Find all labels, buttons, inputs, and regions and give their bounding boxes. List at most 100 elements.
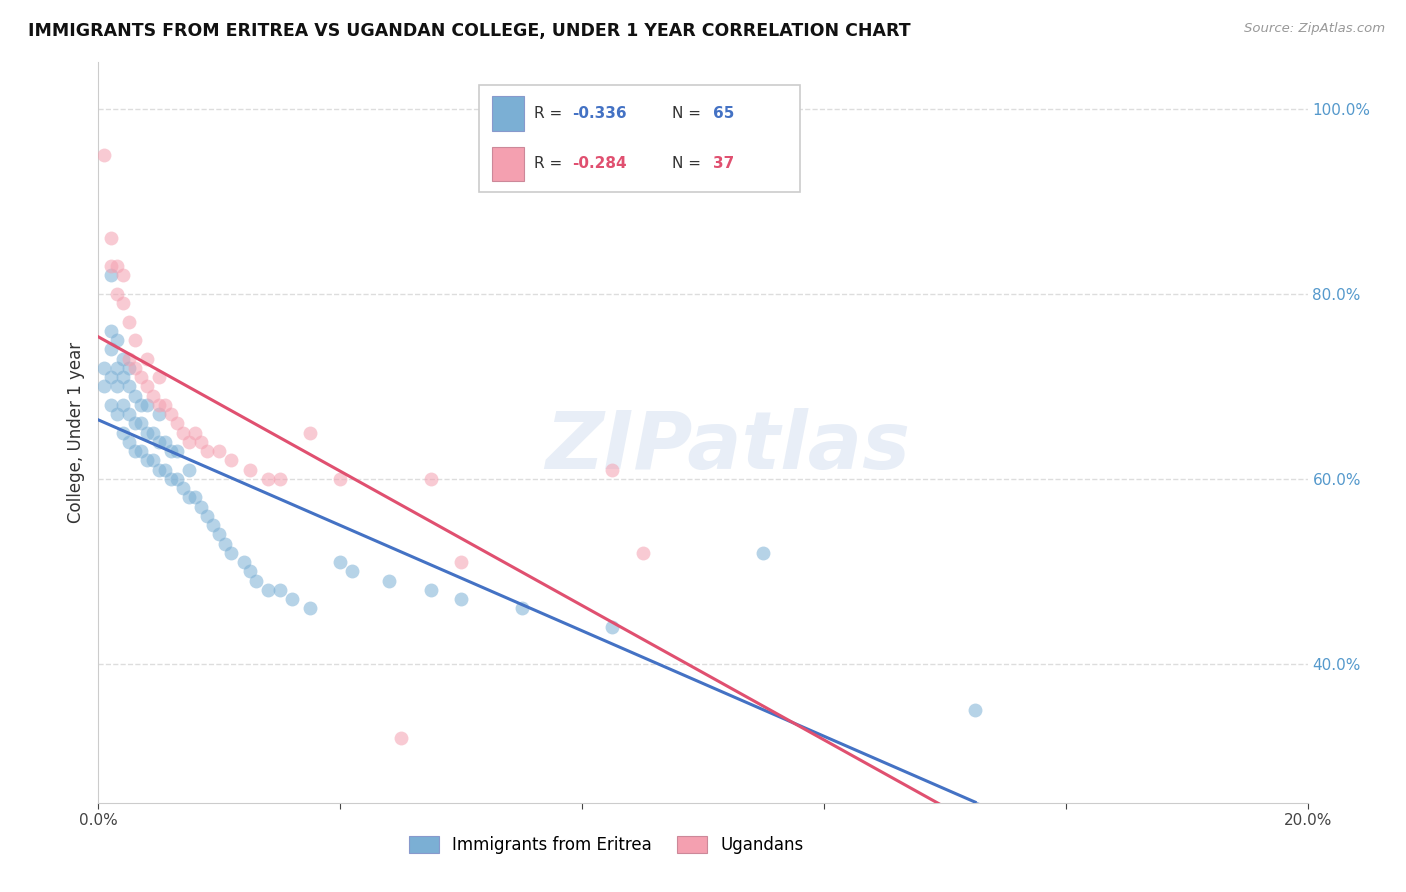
- Point: [450, 555, 472, 569]
- Point: [299, 601, 322, 615]
- Text: IMMIGRANTS FROM ERITREA VS UGANDAN COLLEGE, UNDER 1 YEAR CORRELATION CHART: IMMIGRANTS FROM ERITREA VS UGANDAN COLLE…: [28, 22, 911, 40]
- Point: [111, 268, 134, 283]
- Point: [208, 444, 231, 458]
- Point: [329, 555, 352, 569]
- Point: [172, 425, 194, 440]
- Point: [153, 462, 176, 476]
- Point: [118, 351, 141, 366]
- Point: [184, 491, 207, 505]
- Point: [377, 574, 399, 588]
- Point: [142, 389, 165, 403]
- Point: [129, 417, 152, 431]
- Point: [142, 425, 165, 440]
- Point: [105, 360, 128, 375]
- Point: [202, 518, 225, 533]
- Point: [118, 434, 141, 449]
- Point: [166, 417, 188, 431]
- Point: [510, 601, 533, 615]
- Point: [124, 444, 146, 458]
- Point: [184, 425, 207, 440]
- Point: [342, 565, 364, 579]
- Point: [105, 333, 128, 347]
- Legend: Immigrants from Eritrea, Ugandans: Immigrants from Eritrea, Ugandans: [402, 830, 810, 861]
- Point: [269, 582, 291, 597]
- Point: [100, 343, 122, 357]
- Point: [148, 462, 170, 476]
- Point: [153, 434, 176, 449]
- Point: [105, 286, 128, 301]
- Point: [124, 417, 146, 431]
- Point: [190, 500, 212, 514]
- Point: [208, 527, 231, 541]
- Point: [256, 582, 278, 597]
- Point: [232, 555, 254, 569]
- Text: Source: ZipAtlas.com: Source: ZipAtlas.com: [1244, 22, 1385, 36]
- Point: [179, 462, 201, 476]
- Point: [160, 444, 183, 458]
- Point: [166, 444, 188, 458]
- Point: [179, 491, 201, 505]
- Point: [965, 703, 987, 717]
- Point: [105, 259, 128, 273]
- Point: [93, 360, 115, 375]
- Point: [602, 620, 624, 634]
- Point: [142, 453, 165, 467]
- Point: [239, 462, 262, 476]
- Point: [281, 592, 304, 607]
- Point: [118, 315, 141, 329]
- Point: [148, 407, 170, 421]
- Point: [135, 425, 157, 440]
- Point: [135, 351, 157, 366]
- Point: [118, 360, 141, 375]
- Point: [93, 379, 115, 393]
- Point: [221, 453, 243, 467]
- Point: [166, 472, 188, 486]
- Point: [179, 434, 201, 449]
- Point: [129, 370, 152, 384]
- Point: [160, 472, 183, 486]
- Point: [100, 231, 122, 245]
- Point: [111, 351, 134, 366]
- Point: [111, 398, 134, 412]
- Point: [111, 296, 134, 310]
- Point: [160, 407, 183, 421]
- Point: [129, 444, 152, 458]
- Point: [100, 259, 122, 273]
- Point: [256, 472, 278, 486]
- Point: [111, 370, 134, 384]
- Point: [105, 407, 128, 421]
- Point: [239, 565, 262, 579]
- Text: ZIPatlas: ZIPatlas: [544, 409, 910, 486]
- Point: [148, 434, 170, 449]
- Point: [129, 398, 152, 412]
- Point: [420, 582, 443, 597]
- Point: [124, 360, 146, 375]
- Point: [631, 546, 654, 560]
- Point: [329, 472, 352, 486]
- Point: [148, 370, 170, 384]
- Point: [135, 398, 157, 412]
- Point: [195, 444, 218, 458]
- Point: [100, 398, 122, 412]
- Point: [93, 148, 115, 162]
- Point: [269, 472, 291, 486]
- Point: [172, 481, 194, 495]
- Point: [153, 398, 176, 412]
- Point: [100, 268, 122, 283]
- Point: [100, 324, 122, 338]
- Point: [752, 546, 775, 560]
- Point: [135, 453, 157, 467]
- Point: [148, 398, 170, 412]
- Point: [100, 370, 122, 384]
- Point: [105, 379, 128, 393]
- Point: [245, 574, 267, 588]
- Point: [124, 333, 146, 347]
- Point: [221, 546, 243, 560]
- Point: [602, 462, 624, 476]
- Point: [299, 425, 322, 440]
- Point: [124, 389, 146, 403]
- Y-axis label: College, Under 1 year: College, Under 1 year: [66, 342, 84, 524]
- Point: [389, 731, 412, 745]
- Point: [118, 407, 141, 421]
- Point: [111, 425, 134, 440]
